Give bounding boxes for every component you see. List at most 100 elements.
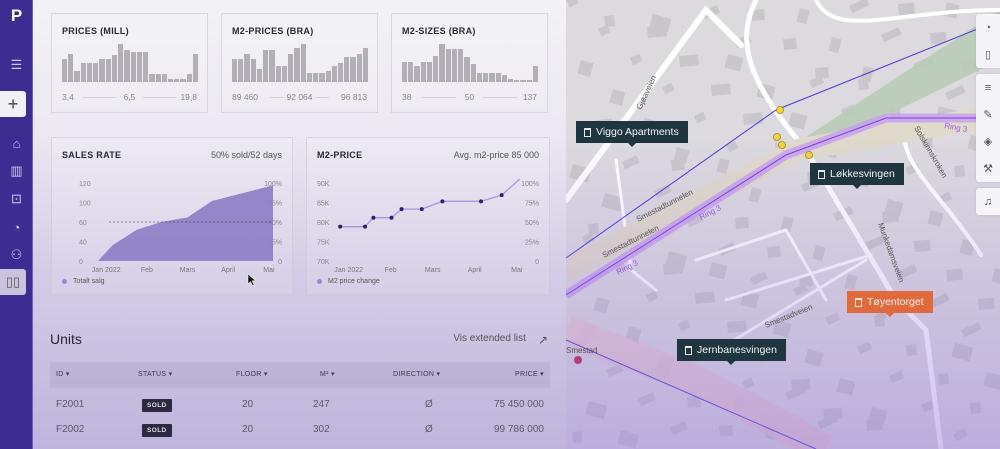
legend: Totalt salg xyxy=(62,278,105,285)
y-tick-right: 100% xyxy=(264,181,282,188)
map-pin[interactable]: Løkkesvingen xyxy=(810,163,904,189)
legend-label: Totalt salg xyxy=(73,278,105,285)
direction: Ø xyxy=(425,399,433,410)
legend-swatch xyxy=(317,279,322,284)
map[interactable]: Gjøaveien Smestadtunnelen Smestadtunnele… xyxy=(566,0,1000,449)
card-title: M2-PRICES (BRA) xyxy=(232,26,314,36)
histogram-bar xyxy=(300,44,306,82)
sales-rate-chart[interactable]: 120 100 60 40 0 100% 75% 50% 25% 0 Jan 2022 Feb Mars… xyxy=(52,166,294,296)
bell-icon[interactable]: ♫ xyxy=(983,195,993,208)
users-icon[interactable]: ⚇ xyxy=(10,247,23,262)
histogram-bar xyxy=(350,57,356,82)
presentation-icon[interactable]: ⊡ xyxy=(11,191,22,206)
building xyxy=(791,378,811,391)
pin-label: Jernbanesvingen xyxy=(697,344,777,356)
building xyxy=(946,268,963,281)
histogram-bar xyxy=(93,63,99,82)
street-label: Smestadtunnelen xyxy=(635,187,695,223)
col-floor[interactable]: FLOOR ▾ xyxy=(236,371,268,378)
extended-list-link[interactable]: Vis extended list ↗ xyxy=(453,333,548,347)
histogram[interactable] xyxy=(62,44,199,82)
histogram-bar xyxy=(362,47,369,82)
y-tick-left: 100 xyxy=(79,201,91,208)
histogram-bar xyxy=(232,59,238,82)
map-pin[interactable]: Jernbanesvingen xyxy=(677,339,786,365)
histogram-bar xyxy=(433,56,439,82)
m2-price-chart[interactable]: 90K 85K 80K 75K 70K 100% 75% 50% 25% 0 Jan 2022 Feb… xyxy=(307,166,551,296)
histogram-bar xyxy=(118,44,124,82)
histogram-bar xyxy=(306,72,313,82)
building xyxy=(687,395,701,408)
map-pin[interactable]: Viggo Apartments xyxy=(576,121,688,147)
speedometer-icon[interactable]: ◔ xyxy=(984,21,992,34)
building-icon xyxy=(818,169,825,179)
price: 75 450 000 xyxy=(493,399,544,410)
table-row[interactable]: F2001 SOLD 20 247 Ø 75 450 000 xyxy=(50,392,550,417)
data-point xyxy=(479,199,484,204)
col-price[interactable]: PRICE ▾ xyxy=(515,371,544,378)
histogram[interactable] xyxy=(402,44,539,82)
building xyxy=(735,216,749,229)
building xyxy=(598,24,611,37)
direction: Ø xyxy=(425,424,433,435)
map-icon[interactable]: ▯▯ xyxy=(0,269,26,295)
x-tick: Feb xyxy=(385,267,397,274)
building xyxy=(719,424,733,437)
building xyxy=(767,245,781,258)
home-icon[interactable]: ⌂ xyxy=(12,135,21,151)
pin-label: Viggo Apartments xyxy=(596,126,679,138)
map-overlay xyxy=(566,0,1000,449)
x-tick: Feb xyxy=(141,267,153,274)
histogram-bar xyxy=(402,61,408,82)
building xyxy=(812,245,826,262)
histogram-bar xyxy=(256,68,263,82)
data-point xyxy=(499,193,504,198)
wrench-icon[interactable]: ⚒ xyxy=(983,163,993,175)
y-tick-left: 70K xyxy=(317,259,330,266)
sliders-icon[interactable]: ≡ xyxy=(984,81,992,94)
histogram[interactable] xyxy=(232,44,369,82)
building xyxy=(815,66,829,79)
building xyxy=(804,349,824,367)
building xyxy=(809,75,825,89)
table-row[interactable]: F2002 SOLD 20 302 Ø 99 786 000 xyxy=(50,417,550,442)
m2: 247 xyxy=(313,399,330,410)
histogram-bar xyxy=(464,56,470,82)
histogram-bar xyxy=(507,79,514,82)
divider xyxy=(483,97,517,98)
data-point xyxy=(363,224,368,229)
plus-icon[interactable]: + xyxy=(0,91,26,117)
logo[interactable]: P xyxy=(10,6,23,25)
y-tick-left: 90K xyxy=(317,181,330,188)
status-badge: SOLD xyxy=(142,399,172,412)
data-point xyxy=(338,224,343,229)
menu-icon[interactable]: ☰ xyxy=(10,57,23,72)
map-pin[interactable]: Tøyentorget xyxy=(847,291,933,317)
histogram-bar xyxy=(238,59,244,82)
col-direction[interactable]: DIRECTION ▾ xyxy=(393,371,441,378)
eraser-icon[interactable]: ✎ xyxy=(983,109,993,121)
col-m2[interactable]: M² ▾ xyxy=(320,371,335,378)
col-id[interactable]: ID ▾ xyxy=(56,371,70,378)
building xyxy=(748,187,762,204)
histogram-bar xyxy=(458,48,464,82)
building xyxy=(630,53,643,66)
building xyxy=(654,184,672,199)
building xyxy=(780,215,794,233)
building xyxy=(929,292,950,309)
building xyxy=(961,321,982,338)
histogram-bar xyxy=(62,59,68,82)
layers-icon[interactable]: ◈ xyxy=(983,136,993,148)
y-tick-right: 75% xyxy=(268,201,282,208)
histogram-bar xyxy=(470,64,476,82)
x-tick: Mai xyxy=(263,267,275,274)
price: 99 786 000 xyxy=(493,424,544,435)
histogram-bar xyxy=(476,72,483,82)
range-mid: 92 064 xyxy=(286,92,313,102)
building xyxy=(927,210,944,227)
map-icon[interactable]: ▯ xyxy=(984,49,992,61)
col-status[interactable]: STATUS ▾ xyxy=(138,371,173,378)
buildings-icon[interactable]: ▥ xyxy=(10,163,23,178)
histogram-bar xyxy=(532,66,539,82)
pie-chart-icon[interactable]: ◔ xyxy=(12,219,21,235)
